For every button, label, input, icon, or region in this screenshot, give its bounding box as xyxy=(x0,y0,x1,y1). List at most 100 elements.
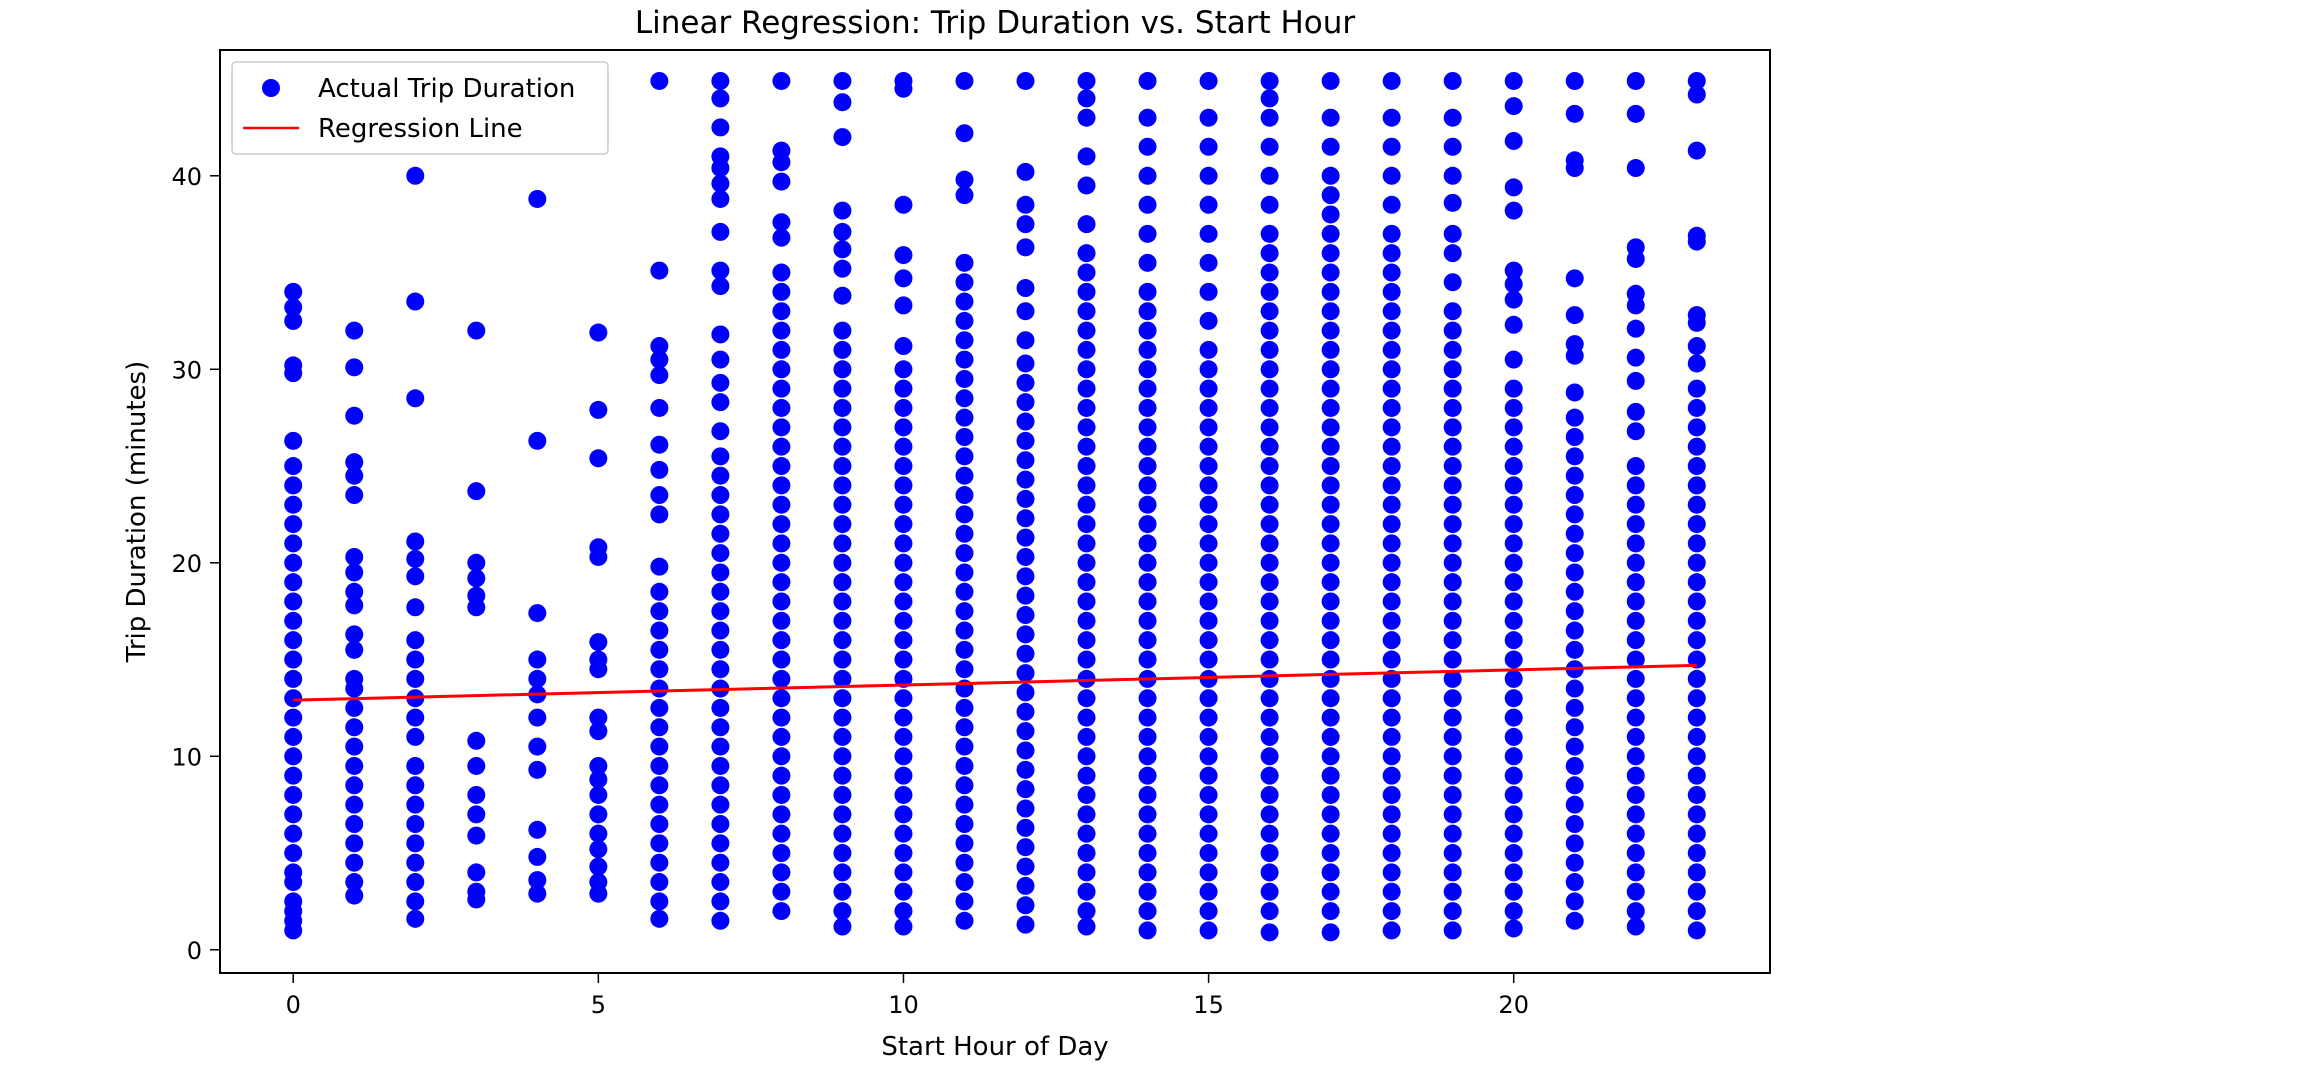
scatter-point xyxy=(1626,348,1645,367)
scatter-point xyxy=(955,350,974,369)
scatter-point xyxy=(833,553,852,572)
scatter-point xyxy=(650,71,669,90)
scatter-point xyxy=(1260,457,1279,476)
scatter-point xyxy=(955,621,974,640)
legend-label-regression: Regression Line xyxy=(318,114,523,144)
scatter-point xyxy=(1016,625,1035,644)
scatter-point xyxy=(1687,844,1706,863)
scatter-point xyxy=(528,708,547,727)
scatter-point xyxy=(1443,631,1462,650)
scatter-point xyxy=(1016,664,1035,683)
scatter-point xyxy=(467,826,486,845)
scatter-point xyxy=(284,476,303,495)
scatter-point xyxy=(1260,882,1279,901)
scatter-point xyxy=(1565,698,1584,717)
y-tick-label: 10 xyxy=(171,743,202,771)
scatter-point xyxy=(894,457,913,476)
scatter-point xyxy=(1138,457,1157,476)
scatter-point xyxy=(1138,515,1157,534)
scatter-point xyxy=(1260,669,1279,688)
scatter-point xyxy=(1077,805,1096,824)
scatter-point xyxy=(1687,534,1706,553)
scatter-point xyxy=(1382,282,1401,301)
scatter-point xyxy=(1443,437,1462,456)
scatter-point xyxy=(1138,302,1157,321)
scatter-point xyxy=(711,524,730,543)
scatter-point xyxy=(711,277,730,296)
scatter-point xyxy=(1443,669,1462,688)
scatter-point xyxy=(1260,360,1279,379)
scatter-point xyxy=(345,406,364,425)
scatter-point xyxy=(1443,379,1462,398)
scatter-point xyxy=(650,486,669,505)
scatter-point xyxy=(1016,302,1035,321)
scatter-point xyxy=(955,170,974,189)
scatter-point xyxy=(955,408,974,427)
scatter-point xyxy=(589,824,608,843)
scatter-point xyxy=(1321,844,1340,863)
scatter-point xyxy=(650,853,669,872)
scatter-point xyxy=(955,486,974,505)
scatter-point xyxy=(1382,166,1401,185)
scatter-point xyxy=(650,366,669,385)
scatter-point xyxy=(1687,824,1706,843)
scatter-point xyxy=(528,604,547,623)
scatter-point xyxy=(1016,71,1035,90)
scatter-point xyxy=(1443,650,1462,669)
scatter-point xyxy=(955,524,974,543)
scatter-point xyxy=(772,708,791,727)
scatter-point xyxy=(467,482,486,501)
scatter-point xyxy=(833,340,852,359)
scatter-point xyxy=(1321,340,1340,359)
scatter-point xyxy=(1565,640,1584,659)
scatter-point xyxy=(406,598,425,617)
scatter-point xyxy=(833,534,852,553)
scatter-point xyxy=(1565,795,1584,814)
scatter-point xyxy=(772,321,791,340)
scatter-point xyxy=(589,805,608,824)
scatter-point xyxy=(1504,515,1523,534)
scatter-point xyxy=(1077,766,1096,785)
scatter-point xyxy=(1687,71,1706,90)
scatter-point xyxy=(1321,137,1340,156)
scatter-point xyxy=(1565,679,1584,698)
scatter-point xyxy=(1260,650,1279,669)
x-axis-ticks: 0 5 10 15 20 xyxy=(286,973,1529,1019)
scatter-point xyxy=(1077,437,1096,456)
scatter-point xyxy=(1199,863,1218,882)
scatter-point xyxy=(1321,902,1340,921)
scatter-point xyxy=(1016,876,1035,895)
scatter-point xyxy=(1382,863,1401,882)
scatter-point xyxy=(406,567,425,586)
scatter-point xyxy=(1016,838,1035,857)
scatter-point xyxy=(894,747,913,766)
scatter-point xyxy=(1138,253,1157,272)
scatter-point xyxy=(528,760,547,779)
scatter-point xyxy=(284,311,303,330)
scatter-point xyxy=(1138,282,1157,301)
scatter-point xyxy=(1504,785,1523,804)
y-tick-label: 0 xyxy=(187,937,202,965)
scatter-point xyxy=(1138,573,1157,592)
scatter-point xyxy=(894,785,913,804)
scatter-point xyxy=(833,379,852,398)
scatter-point xyxy=(284,431,303,450)
scatter-point xyxy=(284,708,303,727)
scatter-point xyxy=(284,282,303,301)
scatter-point xyxy=(894,573,913,592)
scatter-point xyxy=(1443,244,1462,263)
scatter-point xyxy=(772,263,791,282)
scatter-point xyxy=(1199,553,1218,572)
scatter-point xyxy=(1626,766,1645,785)
scatter-point xyxy=(894,379,913,398)
scatter-point xyxy=(772,766,791,785)
scatter-point xyxy=(406,795,425,814)
scatter-point xyxy=(406,389,425,408)
scatter-point xyxy=(1321,457,1340,476)
scatter-point xyxy=(1687,398,1706,417)
scatter-point xyxy=(1016,509,1035,528)
scatter-point xyxy=(1260,573,1279,592)
scatter-point xyxy=(1199,708,1218,727)
scatter-point xyxy=(772,824,791,843)
scatter-point xyxy=(1199,476,1218,495)
